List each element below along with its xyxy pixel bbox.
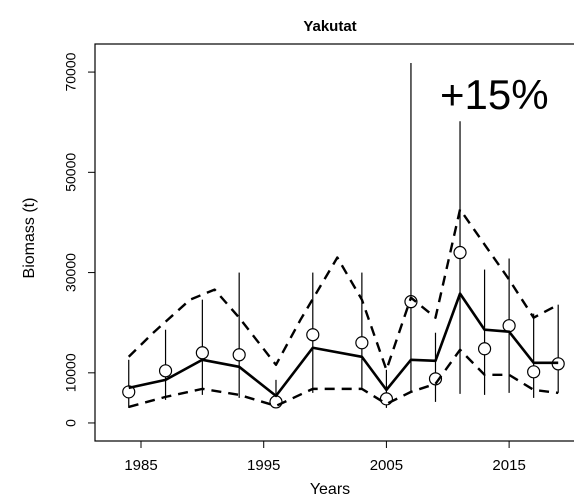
ci-line <box>127 208 559 372</box>
survey-point <box>195 346 209 360</box>
x-tick-label: 2015 <box>492 457 525 474</box>
survey-point <box>477 342 492 356</box>
ci-line <box>128 348 559 409</box>
x-axis-label: Years <box>310 481 350 498</box>
x-tick-label: 2005 <box>370 457 403 474</box>
plot-frame <box>94 43 574 442</box>
survey-point <box>306 328 320 342</box>
y-tick-label: 10000 <box>63 353 79 392</box>
chart-title: Yakutat <box>303 18 356 35</box>
survey-point <box>527 365 541 379</box>
survey-point <box>269 395 283 409</box>
survey-point <box>232 348 246 362</box>
survey-point <box>158 364 173 378</box>
y-tick-label: 30000 <box>63 253 79 292</box>
survey-point <box>502 319 516 333</box>
x-tick-label: 1985 <box>124 457 157 474</box>
survey-point <box>355 336 369 350</box>
y-axis-label: Biomass (t) <box>21 198 38 279</box>
survey-point <box>428 372 443 386</box>
x-tick-label: 1995 <box>247 457 280 474</box>
y-tick-label: 50000 <box>63 153 79 192</box>
survey-point <box>122 385 136 399</box>
y-tick-label: 0 <box>63 419 79 427</box>
y-tick-label: 70000 <box>63 52 79 91</box>
annotation: +15% <box>440 71 549 118</box>
estimate-line <box>128 292 559 398</box>
survey-point <box>453 245 467 260</box>
